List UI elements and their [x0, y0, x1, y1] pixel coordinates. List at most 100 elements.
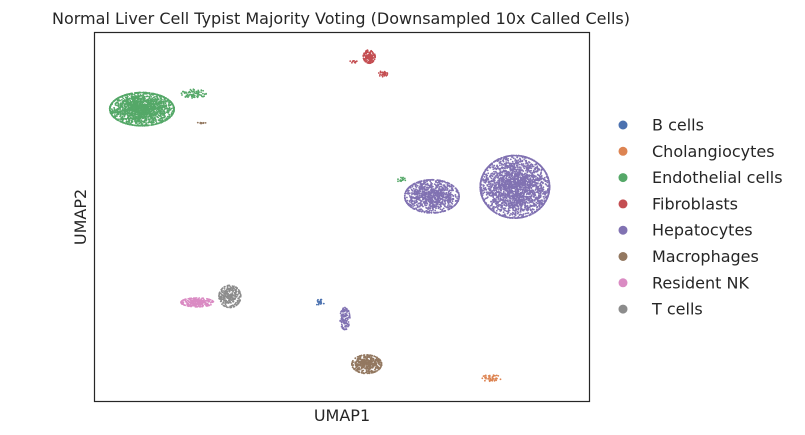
scatter-point — [160, 121, 162, 124]
scatter-point — [543, 198, 546, 200]
scatter-point — [192, 90, 195, 93]
series-cholangiocytes — [481, 374, 502, 383]
scatter-point — [153, 114, 156, 116]
scatter-point — [159, 105, 161, 107]
scatter-point — [506, 216, 509, 219]
scatter-point — [159, 114, 162, 117]
scatter-point — [495, 374, 498, 377]
scatter-point — [141, 123, 144, 125]
scatter-point — [543, 178, 546, 181]
scatter-point — [495, 187, 498, 190]
scatter-point — [120, 120, 122, 123]
scatter-point — [148, 114, 151, 117]
scatter-point — [534, 189, 537, 191]
scatter-point — [513, 205, 516, 208]
scatter-point — [511, 195, 514, 198]
scatter-point — [499, 158, 502, 161]
scatter-point — [161, 98, 163, 101]
scatter-point — [542, 182, 544, 185]
scatter-point — [480, 192, 482, 195]
scatter-point — [528, 199, 530, 201]
scatter-point — [507, 202, 510, 205]
scatter-point — [521, 203, 524, 206]
scatter-point — [150, 93, 153, 96]
series-fibroblasts — [349, 49, 389, 78]
scatter-point — [322, 302, 325, 305]
scatter-point — [531, 158, 533, 161]
scatter-point — [516, 212, 519, 215]
scatter-point — [488, 183, 490, 186]
scatter-point — [159, 112, 162, 115]
scatter-point — [519, 186, 522, 189]
scatter-point — [533, 200, 536, 202]
scatter-point — [134, 95, 137, 98]
scatter-point — [150, 95, 153, 98]
scatter-point — [512, 171, 514, 173]
scatter-point — [161, 105, 164, 107]
scatter-point — [167, 111, 169, 114]
scatter-point — [511, 183, 514, 186]
scatter-point — [203, 95, 206, 98]
scatter-point — [154, 123, 157, 126]
scatter-point — [541, 205, 544, 207]
scatter-point — [349, 60, 352, 62]
scatter-point — [132, 112, 135, 115]
scatter-point — [117, 113, 120, 116]
scatter-point — [135, 104, 138, 106]
scatter-point — [135, 124, 138, 127]
scatter-point — [497, 201, 500, 204]
scatter-point — [137, 91, 140, 94]
scatter-point — [512, 157, 515, 160]
scatter-point — [507, 195, 509, 198]
scatter-point — [150, 110, 153, 113]
scatter-point — [487, 187, 490, 190]
scatter-point — [535, 184, 538, 187]
scatter-point — [504, 187, 506, 190]
scatter-point — [505, 183, 507, 186]
scatter-point — [489, 204, 492, 207]
scatter-point — [526, 186, 529, 189]
scatter-point — [528, 187, 531, 190]
scatter-point — [371, 55, 374, 58]
scatter-point — [520, 191, 523, 194]
scatter-point — [530, 167, 533, 170]
scatter-point — [155, 100, 158, 103]
scatter-point — [510, 163, 513, 166]
series-b-cells — [316, 298, 325, 306]
scatter-point — [133, 103, 136, 105]
scatter-point — [148, 120, 151, 123]
scatter-point — [492, 183, 494, 185]
scatter-point — [187, 91, 190, 94]
scatter-point — [538, 203, 541, 205]
scatter-point — [486, 204, 489, 207]
scatter-point — [151, 100, 154, 103]
scatter-point — [143, 121, 146, 124]
scatter-point — [511, 178, 514, 181]
scatter-point — [172, 112, 174, 115]
scatter-point — [529, 171, 532, 174]
scatter-point — [167, 101, 170, 103]
scatter-point — [145, 106, 147, 109]
scatter-point — [136, 96, 139, 99]
scatter-point — [516, 168, 519, 171]
scatter-point — [517, 164, 519, 166]
scatter-point — [138, 110, 140, 113]
scatter-point — [536, 209, 539, 212]
scatter-point — [523, 165, 525, 167]
scatter-point — [517, 208, 520, 210]
scatter-point — [137, 115, 140, 118]
scatter-point — [497, 188, 499, 191]
scatter-point — [116, 113, 118, 116]
scatter-point — [165, 105, 168, 108]
scatter-point — [524, 206, 526, 209]
scatter-point — [141, 120, 144, 123]
scatter-point — [172, 107, 175, 109]
scatter-point — [505, 210, 508, 213]
scatter-point — [543, 176, 546, 179]
scatter-point — [491, 174, 493, 177]
scatter-point — [115, 115, 118, 117]
scatter-point — [141, 112, 144, 115]
scatter-point — [488, 375, 491, 378]
scatter-point — [529, 165, 531, 168]
scatter-point — [516, 204, 519, 207]
